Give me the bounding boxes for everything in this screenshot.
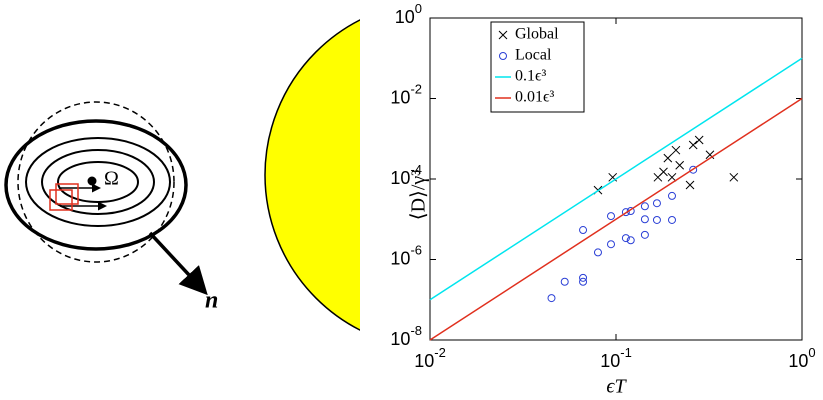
point <box>729 172 739 182</box>
point <box>607 240 616 249</box>
point <box>671 145 681 155</box>
point <box>621 208 630 217</box>
point <box>640 202 649 211</box>
y-axis-label: ⟨D⟩/γ³ <box>408 170 430 220</box>
tick-label: 10-2 <box>414 345 446 370</box>
normal-label: n <box>205 288 218 314</box>
point <box>663 153 673 163</box>
point <box>626 236 635 245</box>
fit-line <box>429 97 803 341</box>
point <box>659 167 668 177</box>
point <box>547 294 556 303</box>
point <box>560 277 569 286</box>
legend-label: Local <box>515 47 552 64</box>
legend-label: 0.1ϵ³ <box>515 68 546 85</box>
point <box>579 273 588 282</box>
omega-label: Ω <box>104 168 119 190</box>
legend-label: 0.01ϵ³ <box>515 89 554 106</box>
tick-label: 10-6 <box>390 243 422 268</box>
point <box>675 160 685 170</box>
point <box>579 277 588 286</box>
point <box>607 212 616 221</box>
legend-swatch <box>499 52 507 60</box>
x-axis-label: ϵT <box>606 376 627 398</box>
tick-label: 10-2 <box>390 82 422 107</box>
point <box>694 135 704 145</box>
point <box>652 215 661 224</box>
tick-label: 10-4 <box>390 162 422 187</box>
yellow-disk <box>264 19 360 331</box>
point <box>579 226 588 235</box>
point <box>667 172 677 182</box>
point <box>667 215 676 224</box>
point <box>621 234 630 243</box>
point <box>689 165 698 174</box>
tick-label: 10-8 <box>390 323 422 348</box>
point <box>652 199 661 208</box>
point <box>640 215 649 224</box>
point <box>667 191 676 200</box>
point <box>626 207 635 216</box>
point <box>593 248 602 257</box>
point <box>705 150 715 160</box>
legend-box <box>490 21 585 113</box>
fit-line <box>429 57 803 301</box>
tick-label: 100 <box>788 345 815 370</box>
point <box>688 140 698 150</box>
legend-label: Global <box>515 26 559 43</box>
tick-label: 10-1 <box>600 345 632 370</box>
tick-label: 100 <box>395 1 422 26</box>
legend-swatch <box>498 30 508 40</box>
point <box>640 230 649 239</box>
diagram <box>4 101 208 296</box>
point <box>685 180 695 190</box>
